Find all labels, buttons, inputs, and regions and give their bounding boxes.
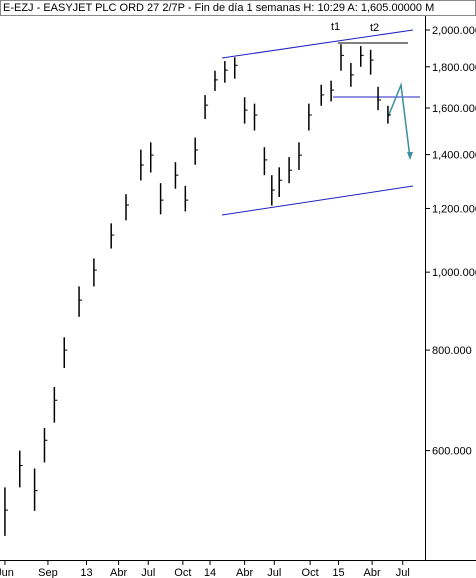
y-tick-label: 600.000 bbox=[432, 446, 472, 458]
y-tick-label: 1,800.000 bbox=[432, 62, 476, 74]
x-tick-label: 13 bbox=[80, 567, 92, 578]
x-tick-label: Jul bbox=[267, 567, 281, 578]
x-tick-label: Oct bbox=[174, 567, 191, 578]
arrow-head bbox=[407, 152, 413, 160]
annotation: t1 bbox=[331, 21, 340, 33]
y-tick-label: 1,400.000 bbox=[432, 150, 476, 162]
x-tick-label: Abr bbox=[364, 567, 381, 578]
y-tick-label: 800.000 bbox=[432, 345, 472, 357]
x-tick-label: 14 bbox=[204, 567, 216, 578]
x-tick-label: Oct bbox=[302, 567, 319, 578]
y-tick-label: 1,000.000 bbox=[432, 267, 476, 279]
annotation: t2 bbox=[370, 22, 379, 34]
chart-title: E-EZJ - EASYJET PLC ORD 27 2/7P - Fin de… bbox=[3, 2, 434, 14]
projection-arrow bbox=[387, 82, 411, 159]
y-tick-label: 1,600.000 bbox=[432, 103, 476, 115]
x-tick-label: 15 bbox=[332, 567, 344, 578]
x-tick-label: Jul bbox=[141, 567, 155, 578]
x-tick-label: Abr bbox=[110, 567, 127, 578]
x-tick-label: Jun bbox=[0, 567, 14, 578]
channel-lower bbox=[221, 185, 414, 216]
trend-lines bbox=[221, 29, 420, 216]
y-tick-label: 1,200.000 bbox=[432, 203, 476, 215]
x-tick-label: Jul bbox=[396, 567, 410, 578]
x-tick-label: Sep bbox=[38, 567, 58, 578]
x-tick-label: Abr bbox=[236, 567, 253, 578]
channel-upper bbox=[221, 29, 414, 59]
y-tick-label: 2,000.000 bbox=[432, 25, 476, 37]
